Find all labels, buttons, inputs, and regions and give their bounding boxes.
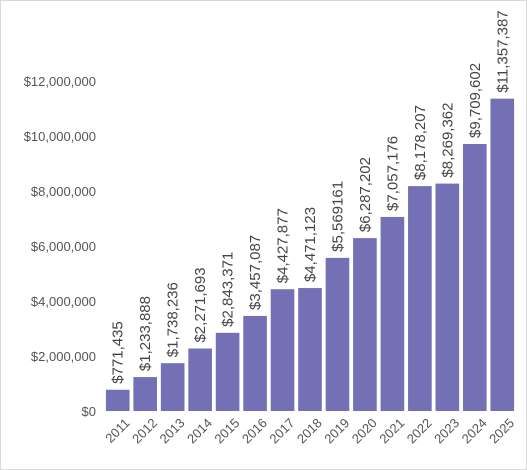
bar-2023 <box>435 183 460 411</box>
data-label: $1,233,888 <box>137 296 154 371</box>
data-label: $7,057,176 <box>384 136 401 211</box>
data-label: $5,569161 <box>329 181 346 252</box>
y-tick-label: $0 <box>82 404 96 419</box>
data-label: $11,357,387 <box>494 10 511 92</box>
bar-2013 <box>160 363 185 411</box>
bar-2025 <box>490 98 515 412</box>
data-label: $3,457,087 <box>247 235 264 310</box>
data-label: $4,427,877 <box>275 208 292 283</box>
x-tick-label: 2023 <box>431 415 462 446</box>
y-tick-label: $10,000,000 <box>24 129 96 144</box>
x-tick-label: 2018 <box>294 415 325 446</box>
x-tick-label: 2022 <box>404 415 435 446</box>
x-tick-label: 2019 <box>321 415 352 446</box>
data-label: $8,178,207 <box>412 105 429 180</box>
data-label: $9,709,602 <box>467 63 484 138</box>
y-tick-label: $8,000,000 <box>31 184 96 199</box>
bar-2018 <box>298 288 322 411</box>
data-label: $1,738,236 <box>165 282 182 357</box>
x-tick-label: 2020 <box>349 415 380 446</box>
bar-2014 <box>188 348 212 411</box>
y-tick-label: $4,000,000 <box>31 294 96 309</box>
x-tick-label: 2024 <box>459 415 490 446</box>
bar-2015 <box>215 332 240 411</box>
data-label: $6,287,202 <box>357 157 374 232</box>
bars <box>105 98 515 412</box>
x-tick-label: 2017 <box>266 415 297 446</box>
bar-2024 <box>462 143 487 412</box>
data-label: $8,269,362 <box>439 103 456 178</box>
data-label: $4,471,123 <box>302 207 319 282</box>
x-axis: 2011201220132014201520162017201820192020… <box>102 415 517 446</box>
x-tick-label: 2016 <box>239 415 270 446</box>
bar-2012 <box>133 377 158 411</box>
y-tick-label: $6,000,000 <box>31 239 96 254</box>
x-tick-label: 2011 <box>102 415 132 445</box>
y-axis: $0 $2,000,000 $4,000,000 $6,000,000 $8,000,0… <box>24 74 96 419</box>
bar-2011 <box>105 389 130 411</box>
x-tick-label: 2021 <box>376 415 407 446</box>
data-label: $2,843,371 <box>220 252 237 327</box>
bar-2022 <box>408 186 432 411</box>
x-tick-label: 2012 <box>129 415 160 446</box>
x-tick-label: 2025 <box>486 415 517 446</box>
y-tick-label: $12,000,000 <box>24 74 96 89</box>
data-labels: $771,435 $1,233,888 $1,738,236 $2,271,693 $2… <box>110 10 512 383</box>
x-tick-label: 2013 <box>157 415 188 446</box>
bar-2016 <box>243 315 267 411</box>
bar-2017 <box>270 289 295 411</box>
bar-2021 <box>380 216 405 411</box>
bar-2019 <box>325 257 350 411</box>
x-tick-label: 2015 <box>211 415 242 446</box>
y-tick-label: $2,000,000 <box>31 349 96 364</box>
data-label: $2,271,693 <box>192 267 209 342</box>
data-label: $771,435 <box>110 321 127 384</box>
bar-2020 <box>353 238 377 411</box>
x-tick-label: 2014 <box>184 415 215 446</box>
